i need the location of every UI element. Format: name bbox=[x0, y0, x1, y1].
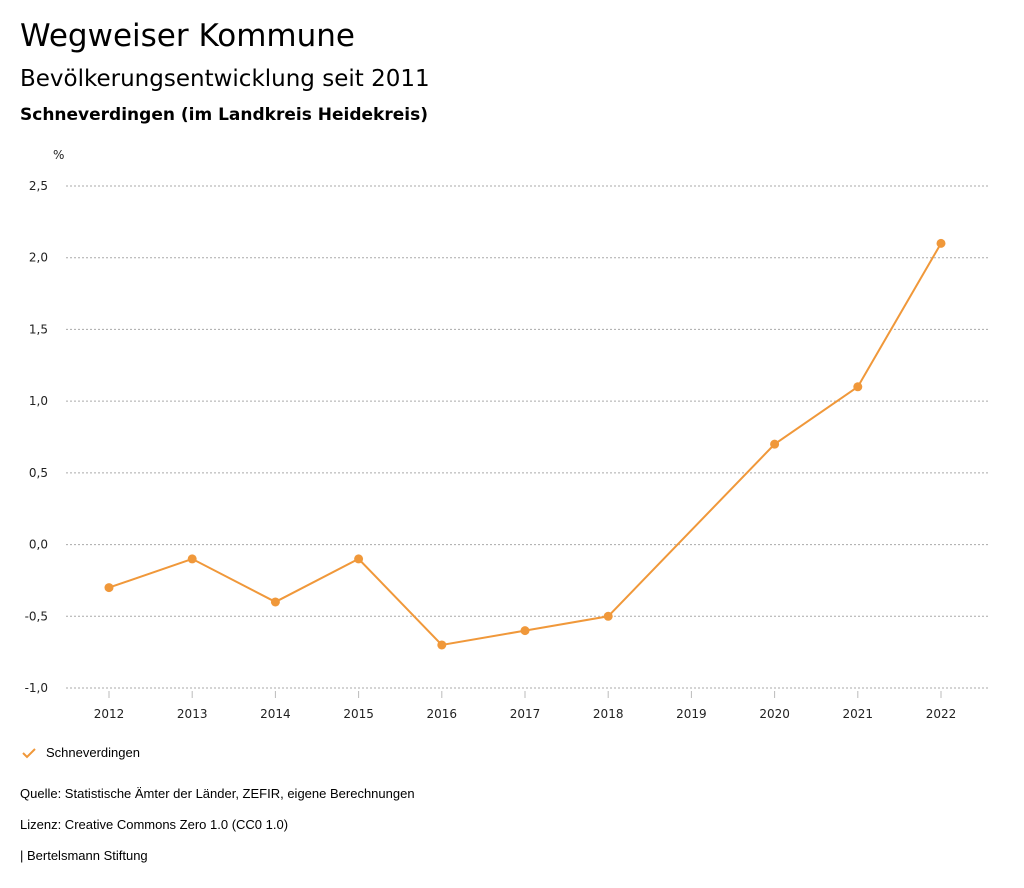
data-point bbox=[936, 238, 946, 248]
x-tick-label: 2019 bbox=[676, 707, 707, 721]
legend-label: Schneverdingen bbox=[46, 745, 140, 760]
y-tick-label: 2,5 bbox=[29, 179, 48, 193]
data-point bbox=[187, 554, 197, 564]
publisher-note: | Bertelsmann Stiftung bbox=[20, 848, 148, 863]
data-point bbox=[770, 439, 780, 449]
location-title: Schneverdingen (im Landkreis Heidekreis) bbox=[20, 105, 428, 125]
x-tick-label: 2012 bbox=[94, 707, 125, 721]
source-note: Quelle: Statistische Ämter der Länder, Z… bbox=[20, 786, 415, 801]
data-point bbox=[270, 597, 280, 607]
chart-subtitle: Bevölkerungsentwicklung seit 2011 bbox=[20, 66, 430, 92]
y-tick-label: -0,5 bbox=[25, 609, 48, 623]
x-tick-label: 2021 bbox=[843, 707, 874, 721]
legend-item[interactable]: Schneverdingen bbox=[22, 745, 140, 760]
data-point bbox=[437, 640, 447, 650]
y-tick-label: 2,0 bbox=[29, 251, 48, 265]
data-point bbox=[354, 554, 364, 564]
y-tick-label: -1,0 bbox=[25, 681, 48, 695]
x-tick-label: 2014 bbox=[260, 707, 291, 721]
y-tick-label: 1,5 bbox=[29, 322, 48, 336]
x-tick-label: 2018 bbox=[593, 707, 624, 721]
data-point bbox=[853, 382, 863, 392]
x-tick-label: 2016 bbox=[427, 707, 458, 721]
series-line bbox=[108, 242, 942, 647]
app-title: Wegweiser Kommune bbox=[20, 18, 355, 54]
x-tick-label: 2020 bbox=[759, 707, 790, 721]
check-icon bbox=[22, 747, 36, 758]
x-tick-label: 2022 bbox=[926, 707, 957, 721]
x-tick-label: 2015 bbox=[343, 707, 374, 721]
y-tick-label: 1,0 bbox=[29, 394, 48, 408]
license-note: Lizenz: Creative Commons Zero 1.0 (CC0 1… bbox=[20, 817, 289, 832]
data-point bbox=[104, 583, 114, 593]
x-tick-label: 2017 bbox=[510, 707, 541, 721]
y-tick-label: 0,0 bbox=[29, 538, 48, 552]
data-point bbox=[603, 611, 613, 621]
x-tick-label: 2013 bbox=[177, 707, 208, 721]
y-axis-unit: % bbox=[53, 148, 64, 162]
y-tick-label: 0,5 bbox=[29, 466, 48, 480]
data-point bbox=[520, 626, 530, 636]
